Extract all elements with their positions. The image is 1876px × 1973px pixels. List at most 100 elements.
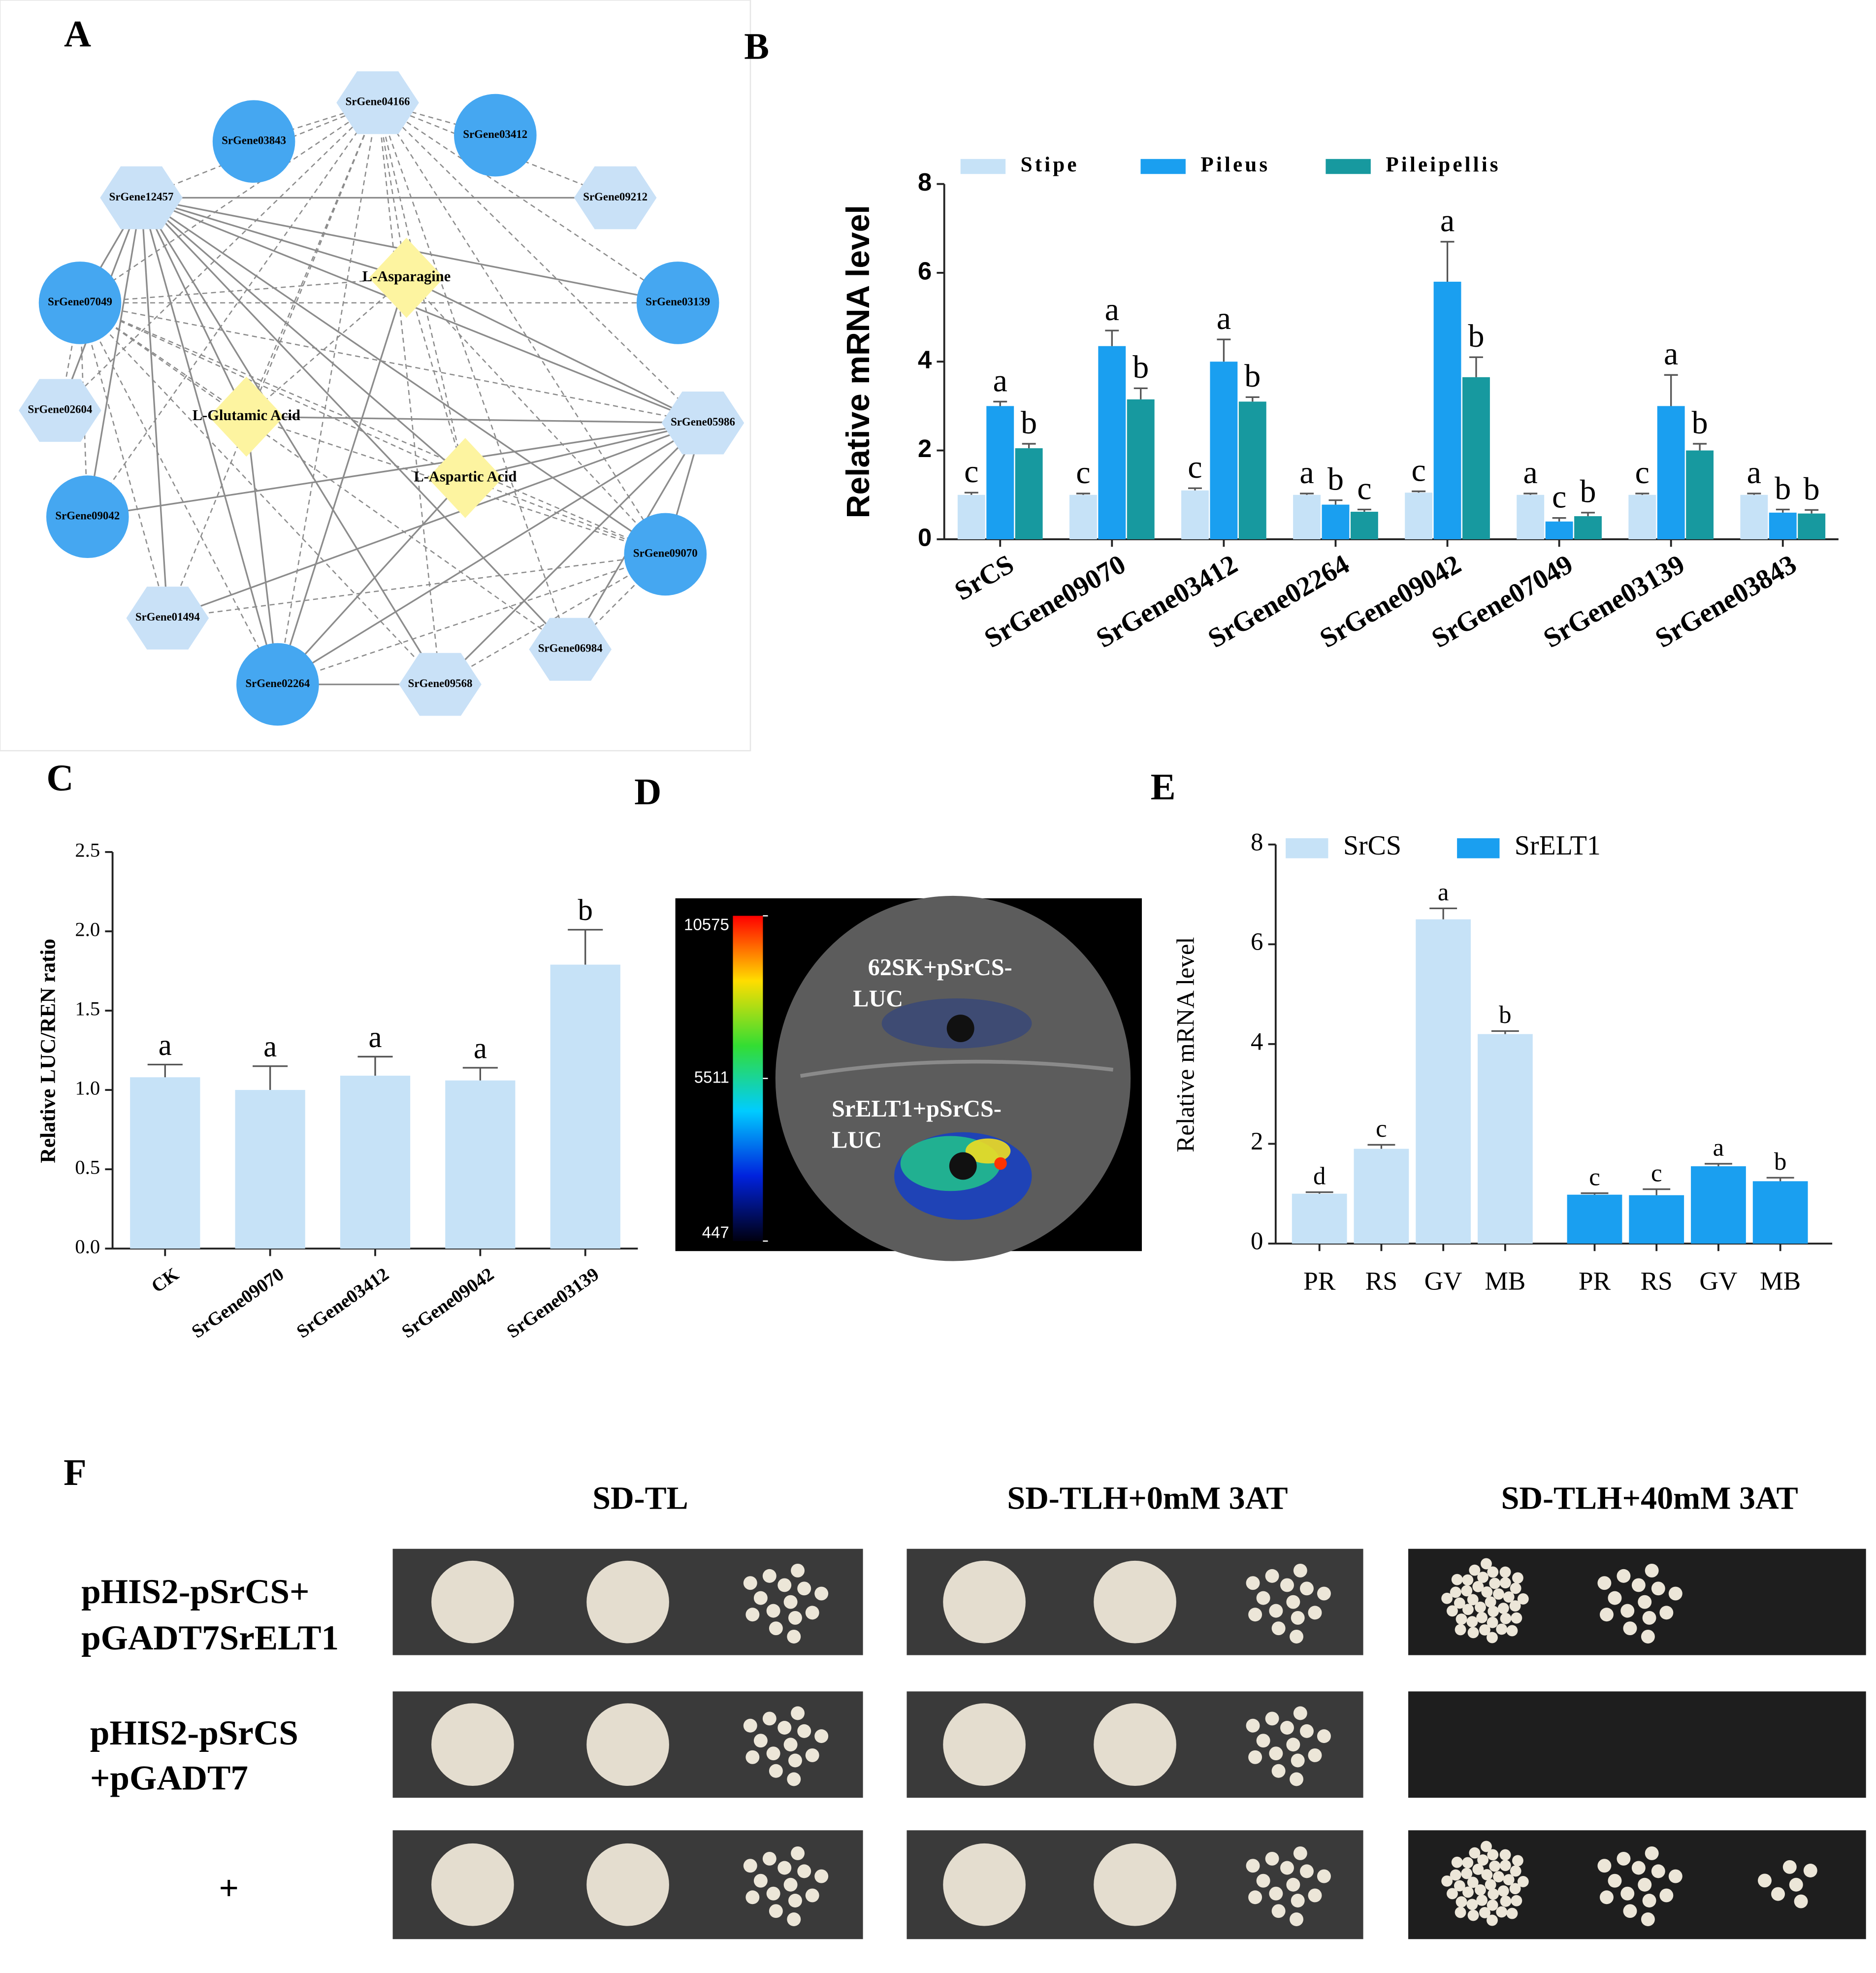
x-tick-label: RS bbox=[1641, 1266, 1673, 1295]
yeast-colony bbox=[1620, 1604, 1635, 1618]
yeast-colony bbox=[1623, 1621, 1637, 1636]
legend-label: SrCS bbox=[1343, 830, 1401, 861]
yeast-colony bbox=[762, 1711, 776, 1726]
yeast-spot bbox=[1094, 1703, 1176, 1786]
yeast-colony bbox=[1499, 1860, 1511, 1872]
significance-letter: a bbox=[1105, 292, 1119, 328]
yeast-colony bbox=[1500, 1895, 1512, 1907]
significance-letter: a bbox=[1217, 300, 1231, 336]
yeast-colony bbox=[1510, 1865, 1521, 1877]
yeast-colony bbox=[1487, 1616, 1498, 1628]
yeast-spot bbox=[943, 1560, 1026, 1644]
yeast-colony bbox=[1510, 1582, 1521, 1594]
yeast-colony bbox=[1600, 1608, 1614, 1622]
yeast-colony bbox=[1485, 1879, 1496, 1891]
leaf-vein bbox=[800, 1059, 1114, 1078]
yeast-colony bbox=[1447, 1605, 1458, 1617]
yeast-colony bbox=[1493, 1871, 1504, 1882]
yeast-colony bbox=[745, 1608, 760, 1622]
network-edge bbox=[277, 102, 379, 685]
yeast-colony bbox=[791, 1706, 805, 1720]
medium-label: SD-TLH+40mM 3AT bbox=[1501, 1480, 1798, 1516]
yeast-colony bbox=[1497, 1603, 1509, 1614]
error-bar bbox=[1469, 356, 1483, 377]
yeast-colony bbox=[1286, 1738, 1300, 1752]
node-label: SrGene07049 bbox=[48, 296, 112, 308]
significance-letter: c bbox=[1376, 1115, 1387, 1142]
yeast-colony bbox=[1487, 1632, 1498, 1644]
yeast-colony bbox=[753, 1874, 768, 1888]
yeast-colony bbox=[1642, 1894, 1656, 1907]
y-tick-label: 2 bbox=[918, 434, 932, 462]
yeast-colony bbox=[1481, 1841, 1492, 1852]
significance-letter: a bbox=[1440, 203, 1455, 239]
bar bbox=[1127, 399, 1155, 539]
network-edge bbox=[277, 277, 408, 685]
error-bar bbox=[357, 1055, 393, 1076]
error-bar bbox=[1022, 443, 1036, 449]
yeast-colony bbox=[1248, 1608, 1262, 1622]
yeast-colony bbox=[1497, 1885, 1509, 1897]
error-bar bbox=[1581, 1192, 1609, 1195]
yeast-colony bbox=[1317, 1729, 1331, 1743]
bar bbox=[1069, 494, 1097, 539]
yeast-colony bbox=[1308, 1606, 1322, 1620]
yeast-colony bbox=[1462, 1886, 1474, 1898]
yeast-colony bbox=[1479, 1907, 1490, 1918]
error-bar bbox=[1367, 1144, 1395, 1149]
yeast-colony bbox=[1466, 1616, 1478, 1628]
medium-label: SD-TLH+0mM 3AT bbox=[1007, 1480, 1288, 1516]
leaf bbox=[775, 895, 1131, 1261]
construct-label: LUC bbox=[853, 986, 903, 1012]
yeast-colony bbox=[1641, 1912, 1655, 1926]
legend-swatch bbox=[1326, 159, 1371, 174]
yeast-colony bbox=[783, 1877, 798, 1892]
y-tick-label: 1.5 bbox=[75, 997, 100, 1019]
yeast-colony bbox=[1467, 1594, 1479, 1606]
yeast-spot bbox=[1094, 1843, 1176, 1926]
yeast-colony bbox=[1469, 1847, 1481, 1859]
yeast-colony bbox=[1293, 1563, 1307, 1578]
error-bar bbox=[1076, 493, 1090, 495]
metabolite-node bbox=[369, 237, 444, 318]
yeast-colony bbox=[777, 1578, 792, 1592]
yeast-colony bbox=[1597, 1576, 1612, 1590]
network-edge bbox=[246, 277, 407, 417]
yeast-colony bbox=[745, 1890, 760, 1905]
bar bbox=[340, 1076, 411, 1249]
gene-node bbox=[399, 653, 482, 716]
network-edge bbox=[140, 197, 279, 685]
y-tick-label: 0.5 bbox=[75, 1156, 100, 1178]
gene-node bbox=[38, 262, 122, 344]
yeast-colony bbox=[1461, 1868, 1473, 1879]
yeast-colony bbox=[1467, 1909, 1479, 1921]
x-tick-label: MB bbox=[1485, 1266, 1525, 1295]
error-bar bbox=[1805, 509, 1819, 514]
yeast-colony bbox=[777, 1861, 792, 1875]
yeast-colony bbox=[1454, 1880, 1465, 1892]
network-edge bbox=[277, 477, 466, 685]
yeast-colony bbox=[1651, 1581, 1665, 1596]
node-label: SrGene09568 bbox=[408, 677, 473, 690]
error-bar bbox=[1776, 508, 1790, 513]
x-tick-label: GV bbox=[1424, 1266, 1462, 1295]
network-edge bbox=[79, 302, 279, 685]
significance-letter: d bbox=[1313, 1162, 1326, 1189]
y-axis-label: Relative LUC/REN ratio bbox=[37, 939, 60, 1163]
bar bbox=[1322, 504, 1350, 539]
network-edge bbox=[465, 422, 703, 479]
yeast-colony bbox=[1451, 1856, 1463, 1868]
yeast-colony bbox=[1597, 1859, 1612, 1873]
yeast-colony bbox=[783, 1738, 798, 1752]
gene-node bbox=[336, 71, 419, 134]
yeast-colony bbox=[1487, 1914, 1498, 1926]
bar bbox=[1629, 1195, 1684, 1244]
yeast-colony bbox=[1487, 1566, 1499, 1578]
bar bbox=[235, 1090, 305, 1249]
yeast-colony bbox=[1286, 1595, 1300, 1609]
yeast-colony bbox=[766, 1746, 780, 1761]
error-bar bbox=[1133, 387, 1148, 399]
yeast-colony bbox=[1455, 1907, 1466, 1918]
gene-node bbox=[212, 100, 295, 183]
yeast-colony bbox=[1472, 1581, 1484, 1592]
